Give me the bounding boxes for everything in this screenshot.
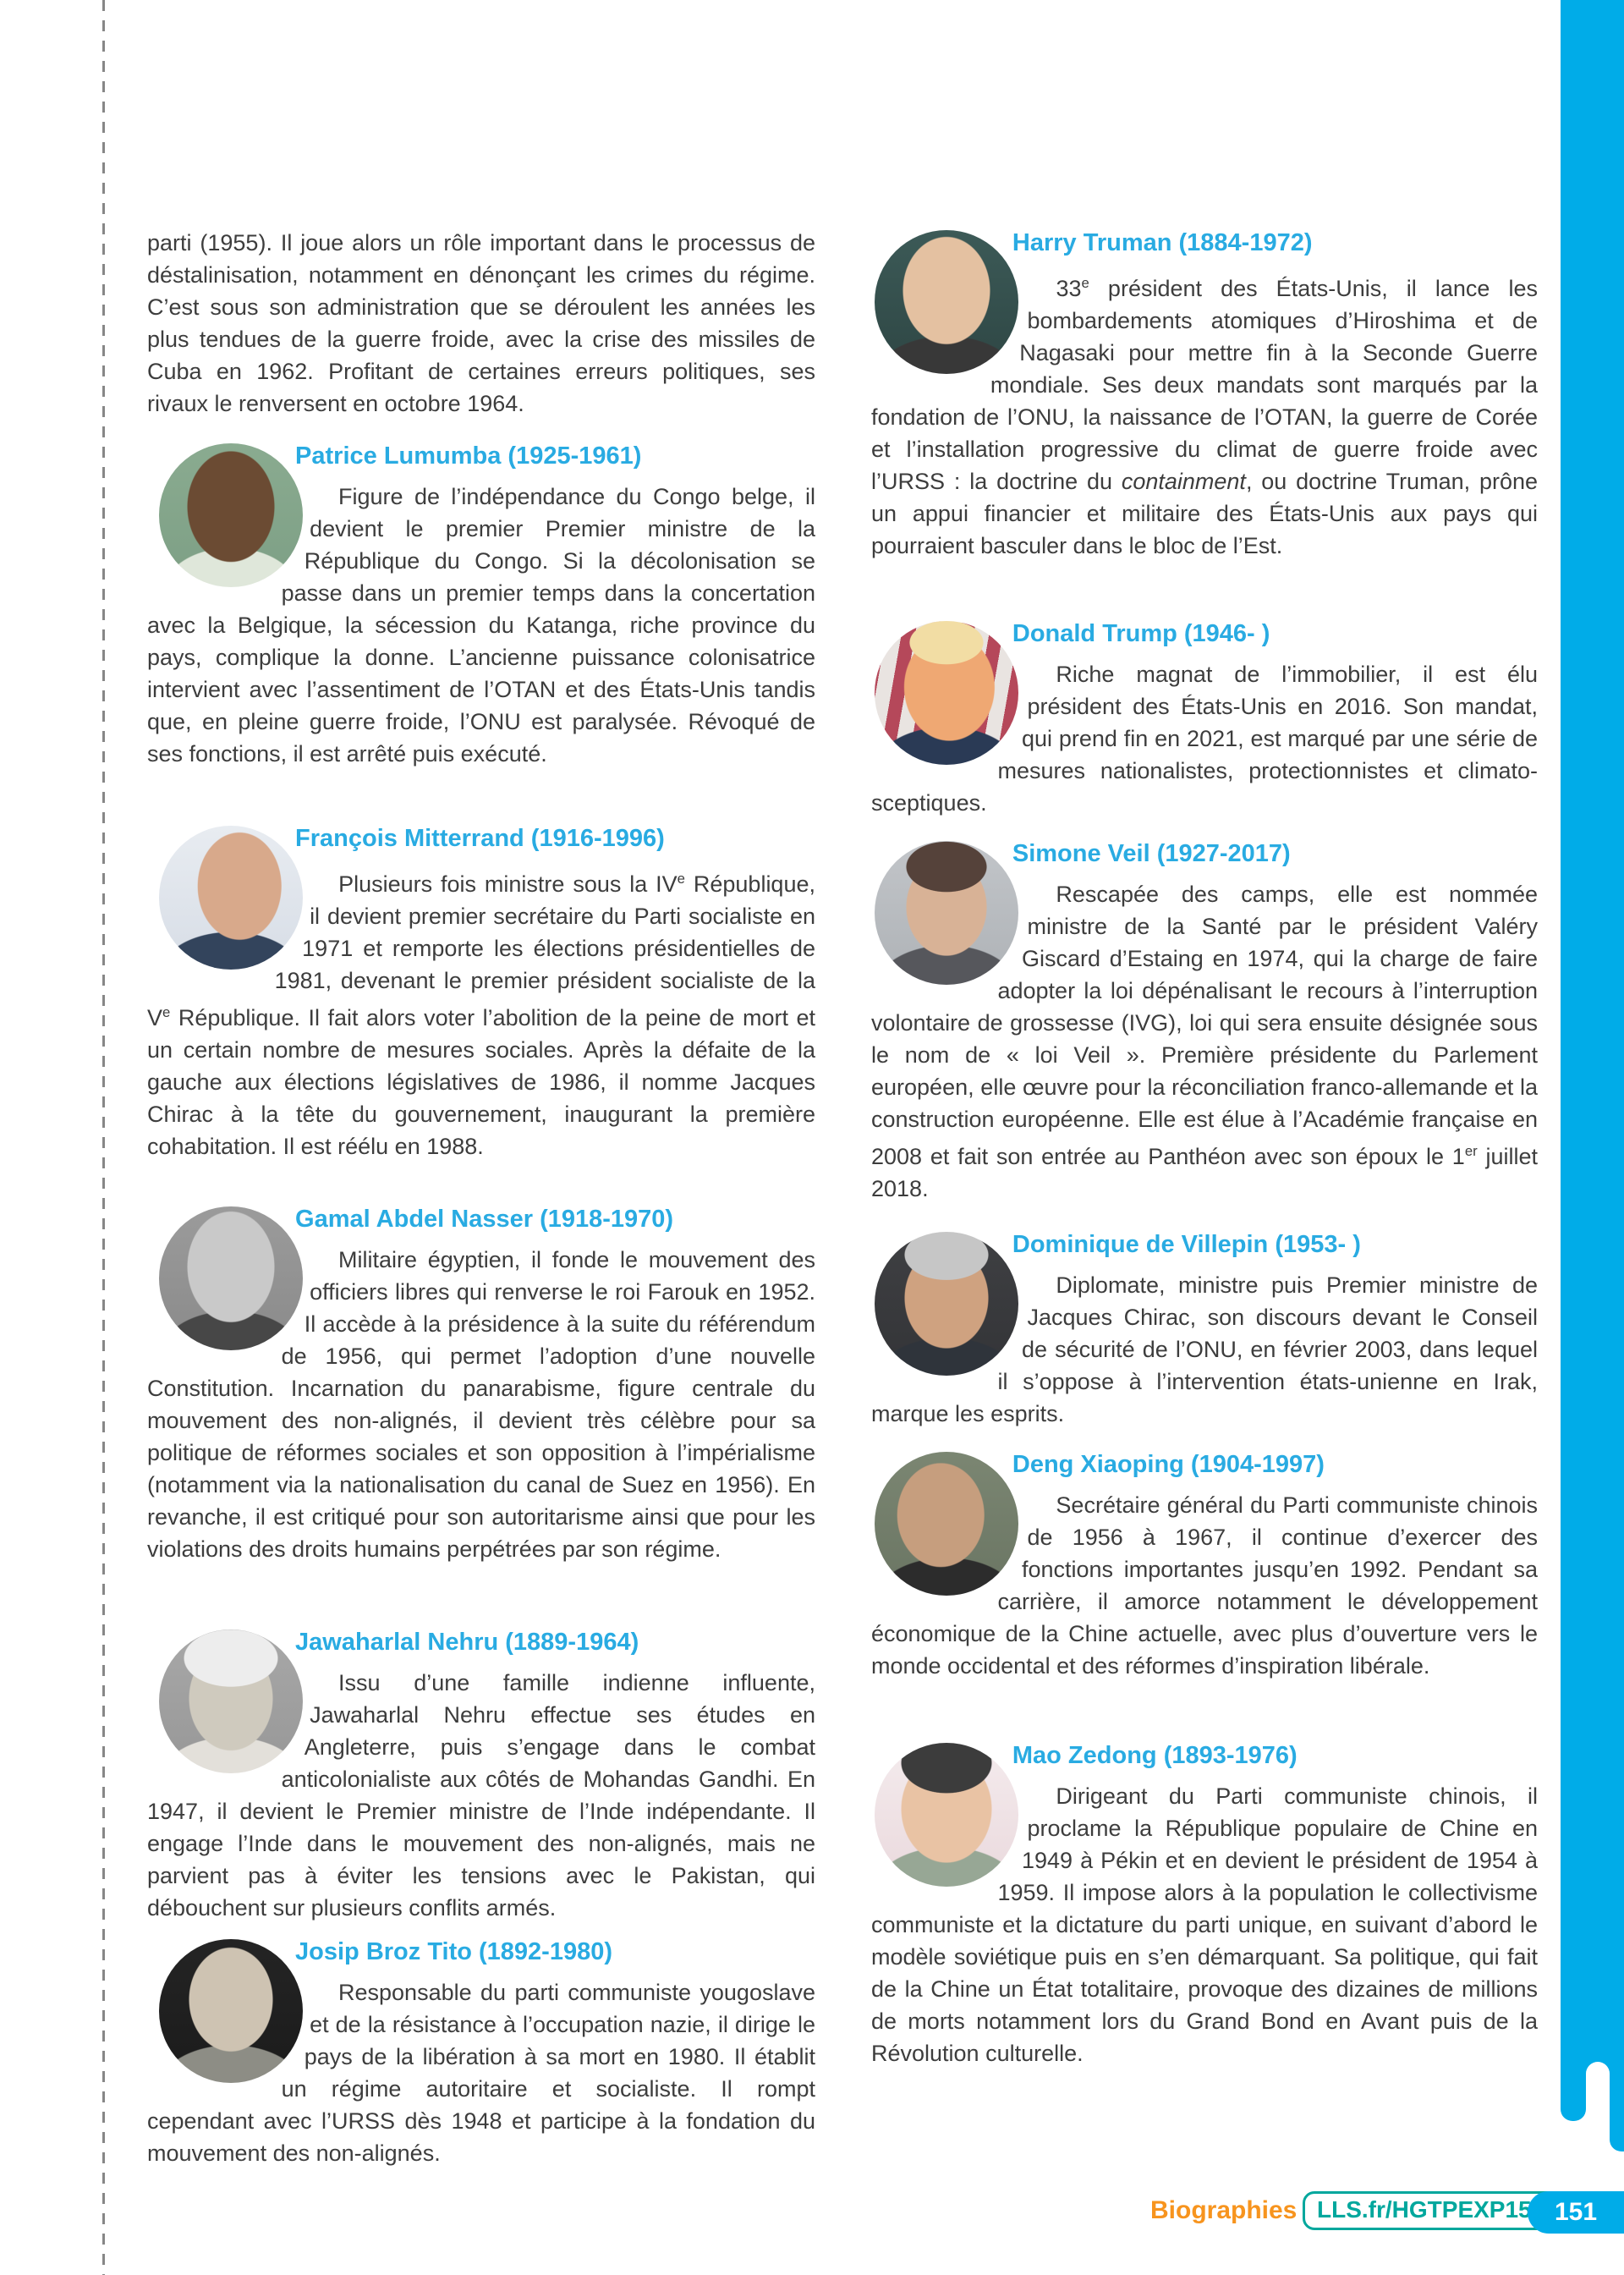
portrait-harry-truman-photo bbox=[875, 230, 1018, 374]
portrait-dominique-de-villepin-photo bbox=[875, 1232, 1018, 1376]
bio-patrice-lumumba: Patrice Lumumba (1925-1961) Figure de l’… bbox=[147, 440, 815, 770]
portrait-francois-mitterrand-photo bbox=[159, 826, 303, 970]
bio-name-heading: Deng Xiaoping (1904-1997) bbox=[1012, 1451, 1325, 1478]
bio-name-heading: Harry Truman (1884-1972) bbox=[1012, 229, 1313, 256]
bio-text: Responsable du parti communiste yougosla… bbox=[147, 1980, 815, 2166]
bio-text: Diplomate, ministre puis Premier ministr… bbox=[871, 1272, 1538, 1426]
bio-gamal-abdel-nasser: Gamal Abdel Nasser (1918-1970) Militaire… bbox=[147, 1203, 815, 1565]
bio-simone-veil: Simone Veil (1927-2017) Rescapée des cam… bbox=[871, 838, 1538, 1205]
bio-francois-mitterrand: François Mitterrand (1916-1996) Plusieur… bbox=[147, 822, 815, 1162]
bio-deng-xiaoping: Deng Xiaoping (1904-1997) Secrétaire gén… bbox=[871, 1448, 1538, 1682]
bio-name-heading: Dominique de Villepin (1953- ) bbox=[1012, 1231, 1361, 1258]
section-label: Biographies bbox=[1150, 2196, 1298, 2224]
bio-continuation-paragraph: parti (1955). Il joue alors un rôle impo… bbox=[147, 230, 815, 416]
bio-text: Issu d’une famille indienne influente, J… bbox=[147, 1670, 815, 1921]
bio-mao-zedong: Mao Zedong (1893-1976) Dirigeant du Part… bbox=[871, 1739, 1538, 2069]
bio-josip-broz-tito: Josip Broz Tito (1892-1980) Responsable … bbox=[147, 1936, 815, 2169]
portrait-patrice-lumumba-photo bbox=[159, 443, 303, 587]
bio-donald-trump: Donald Trump (1946- ) Riche magnat de l’… bbox=[871, 618, 1538, 819]
lesson-link-code[interactable]: LLS.fr/HGTPEXP151 bbox=[1303, 2191, 1560, 2230]
bio-text: Figure de l’indépendance du Congo belge,… bbox=[147, 484, 815, 767]
bio-name-heading: Mao Zedong (1893-1976) bbox=[1012, 1742, 1298, 1769]
portrait-jawaharlal-nehru-photo bbox=[159, 1629, 303, 1773]
bio-text: Riche magnat de l’immobilier, il est élu… bbox=[871, 662, 1538, 816]
bio-text: Militaire égyptien, il fonde le mouvemen… bbox=[147, 1247, 815, 1562]
bio-name-heading: Patrice Lumumba (1925-1961) bbox=[295, 442, 642, 470]
portrait-donald-trump-photo bbox=[875, 621, 1018, 765]
bio-name-heading: Donald Trump (1946- ) bbox=[1012, 620, 1270, 647]
bio-name-heading: Gamal Abdel Nasser (1918-1970) bbox=[295, 1206, 674, 1233]
portrait-simone-veil-photo bbox=[875, 841, 1018, 985]
bio-text: Rescapée des camps, elle est nommée mini… bbox=[871, 882, 1538, 1201]
bio-dominique-de-villepin: Dominique de Villepin (1953- ) Diplomate… bbox=[871, 1228, 1538, 1430]
chapter-side-tab bbox=[1561, 0, 1624, 2151]
bio-text: Dirigeant du Parti communiste chinois, i… bbox=[871, 1783, 1538, 2066]
bio-text: 33e président des États-Unis, il lance l… bbox=[871, 275, 1538, 558]
bio-text: Secrétaire général du Parti communiste c… bbox=[871, 1492, 1538, 1679]
bio-name-heading: Jawaharlal Nehru (1889-1964) bbox=[295, 1629, 639, 1656]
cut-line-dashed-border bbox=[102, 0, 105, 2275]
bio-name-heading: Simone Veil (1927-2017) bbox=[1012, 840, 1291, 867]
portrait-deng-xiaoping-photo bbox=[875, 1452, 1018, 1596]
page-number-badge: 151 bbox=[1528, 2191, 1624, 2234]
bio-name-heading: François Mitterrand (1916-1996) bbox=[295, 825, 665, 852]
bio-harry-truman: Harry Truman (1884-1972) 33e président d… bbox=[871, 227, 1538, 562]
portrait-mao-zedong-photo bbox=[875, 1743, 1018, 1887]
portrait-gamal-abdel-nasser-photo bbox=[159, 1206, 303, 1350]
bio-text: Plusieurs fois ministre sous la IVe Répu… bbox=[147, 871, 815, 1159]
bio-jawaharlal-nehru: Jawaharlal Nehru (1889-1964) Issu d’une … bbox=[147, 1626, 815, 1924]
bio-name-heading: Josip Broz Tito (1892-1980) bbox=[295, 1938, 613, 1965]
portrait-josip-broz-tito-photo bbox=[159, 1939, 303, 2083]
